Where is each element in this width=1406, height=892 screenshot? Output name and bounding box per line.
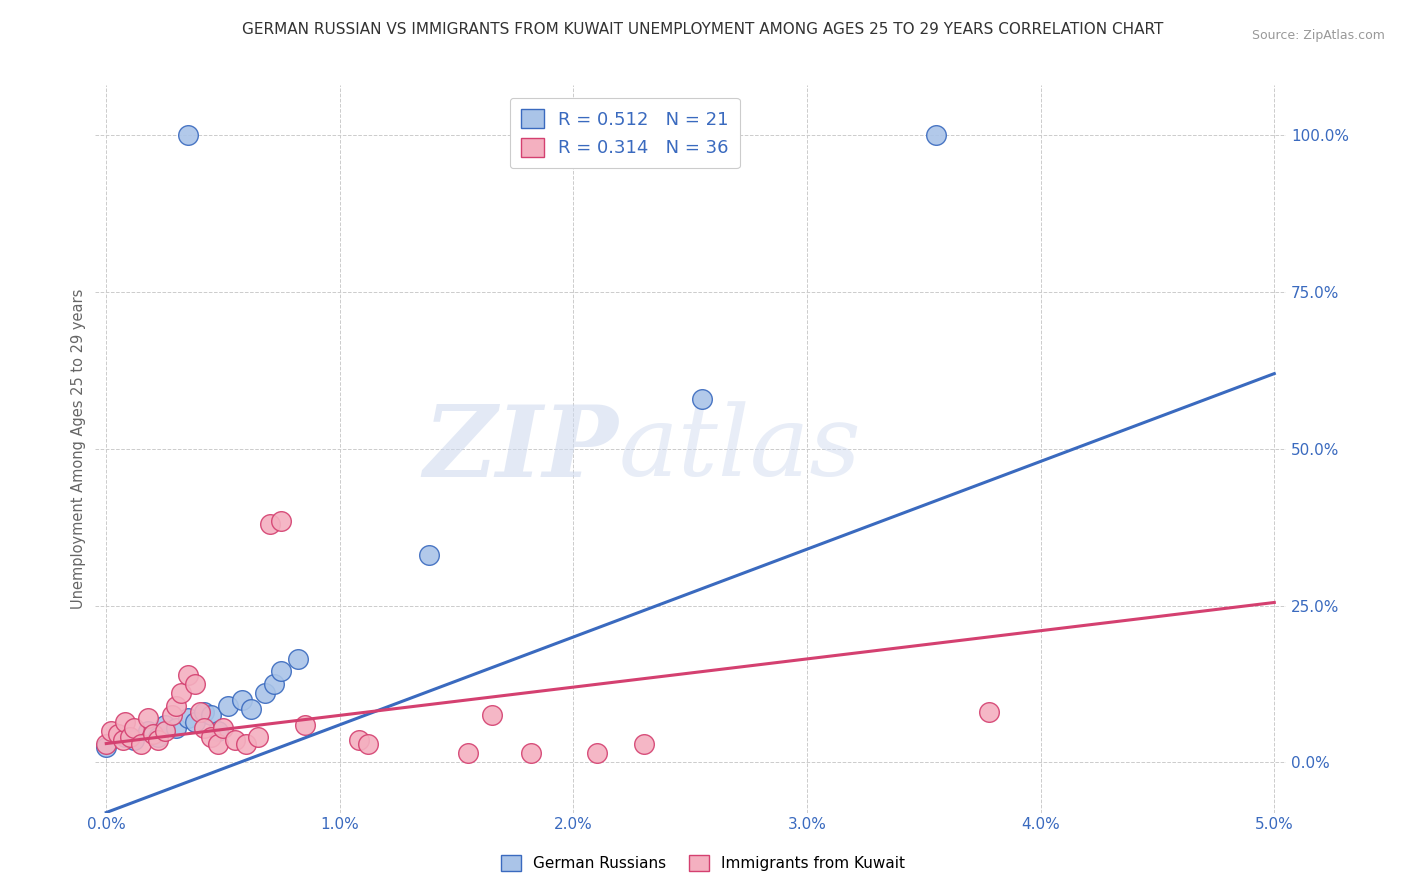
Point: [129, 737, 152, 751]
Y-axis label: Unemployment Among Ages 25 to 29 years: Unemployment Among Ages 25 to 29 years: [72, 289, 86, 609]
Text: ZIP: ZIP: [423, 401, 619, 497]
Point: [146, 731, 169, 745]
Point: [247, 731, 270, 745]
Point: [270, 665, 292, 679]
Point: [100, 724, 122, 739]
Point: [153, 717, 176, 731]
Legend: German Russians, Immigrants from Kuwait: German Russians, Immigrants from Kuwait: [495, 849, 911, 877]
Point: [165, 698, 187, 713]
Point: [124, 733, 146, 747]
Point: [481, 708, 503, 723]
Point: [118, 731, 141, 745]
Point: [457, 746, 479, 760]
Point: [142, 727, 165, 741]
Point: [287, 652, 309, 666]
Legend: R = 0.512   N = 21, R = 0.314   N = 36: R = 0.512 N = 21, R = 0.314 N = 36: [510, 98, 740, 169]
Point: [153, 724, 176, 739]
Point: [107, 727, 129, 741]
Point: [170, 686, 193, 700]
Point: [520, 746, 543, 760]
Point: [585, 746, 607, 760]
Text: Source: ZipAtlas.com: Source: ZipAtlas.com: [1251, 29, 1385, 42]
Point: [111, 733, 134, 747]
Point: [136, 724, 159, 739]
Point: [188, 705, 211, 719]
Point: [294, 717, 316, 731]
Point: [207, 737, 229, 751]
Point: [240, 702, 263, 716]
Point: [193, 705, 215, 719]
Point: [231, 692, 253, 706]
Point: [212, 721, 235, 735]
Point: [146, 733, 169, 747]
Point: [224, 733, 246, 747]
Point: [690, 392, 713, 406]
Point: [259, 517, 281, 532]
Point: [184, 677, 207, 691]
Point: [160, 708, 183, 723]
Point: [270, 514, 292, 528]
Point: [177, 128, 200, 143]
Text: GERMAN RUSSIAN VS IMMIGRANTS FROM KUWAIT UNEMPLOYMENT AMONG AGES 25 TO 29 YEARS : GERMAN RUSSIAN VS IMMIGRANTS FROM KUWAIT…: [242, 22, 1164, 37]
Point: [254, 686, 277, 700]
Point: [924, 128, 946, 143]
Point: [96, 739, 118, 754]
Point: [217, 698, 239, 713]
Point: [357, 737, 380, 751]
Point: [114, 714, 136, 729]
Point: [200, 731, 222, 745]
Point: [124, 721, 146, 735]
Point: [235, 737, 257, 751]
Point: [347, 733, 370, 747]
Point: [177, 711, 200, 725]
Point: [263, 677, 285, 691]
Point: [418, 549, 440, 563]
Point: [207, 724, 229, 739]
Text: atlas: atlas: [619, 401, 862, 497]
Point: [979, 705, 1001, 719]
Point: [200, 708, 222, 723]
Point: [193, 721, 215, 735]
Point: [177, 667, 200, 681]
Point: [165, 721, 187, 735]
Point: [184, 714, 207, 729]
Point: [114, 731, 136, 745]
Point: [633, 737, 655, 751]
Point: [136, 711, 159, 725]
Point: [96, 737, 118, 751]
